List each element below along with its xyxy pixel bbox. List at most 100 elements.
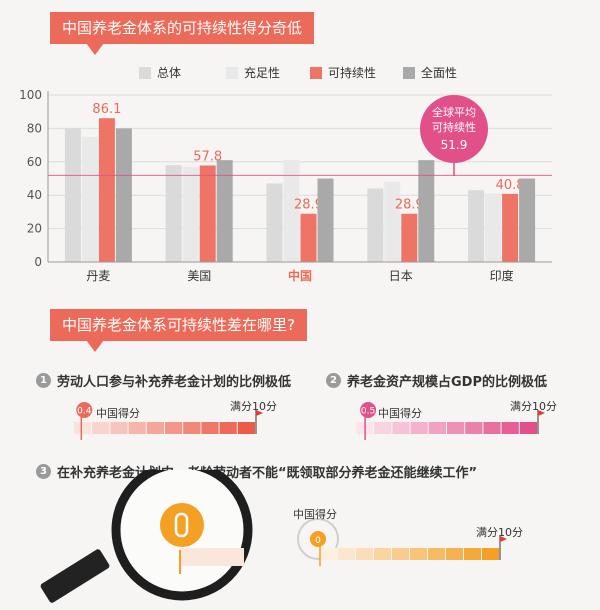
score-value: 0.4 (77, 407, 92, 417)
bar (384, 181, 401, 262)
score-scale-2: 0.5 (356, 402, 545, 440)
data-label: 40.8 (496, 178, 525, 193)
magnified-score-marker (160, 503, 204, 547)
factor-number: 2 (326, 373, 341, 388)
scale-segment (110, 422, 128, 434)
score-marker (360, 402, 377, 418)
scale-segment (356, 548, 373, 560)
x-tick-label: 日本 (389, 269, 413, 283)
legend-swatch (310, 66, 322, 79)
legend-item-overall: 总体 (139, 64, 181, 81)
x-tick-label: 印度 (490, 268, 514, 283)
chart-title: 中国养老金体系的可持续性得分奇低 (62, 19, 303, 37)
legend-label: 总体 (157, 66, 182, 80)
callout-value: 51.9 (441, 138, 468, 152)
y-tick-label: 40 (27, 188, 42, 202)
flag-icon (538, 410, 545, 416)
factor-number: 3 (36, 464, 51, 479)
legend-label: 可持续性 (328, 66, 377, 80)
scale-segment (410, 548, 427, 560)
scale-segment (237, 422, 255, 434)
y-tick-label: 100 (19, 88, 42, 102)
data-label: 86.1 (92, 102, 121, 117)
scale-segment (320, 548, 337, 560)
flag-icon (256, 410, 263, 416)
bar (182, 166, 199, 262)
data-label: 28.9 (294, 198, 323, 213)
bar (317, 178, 334, 262)
scale-segment (183, 422, 201, 434)
y-tick-label: 0 (34, 255, 42, 269)
magnifier-handle (40, 549, 110, 603)
bar (401, 213, 418, 262)
score-label: 中国得分 (96, 407, 140, 420)
legend-item-integrity: 全面性 (403, 64, 457, 81)
bar (216, 160, 233, 262)
legend-item-sustainability: 可持续性 (310, 64, 376, 81)
score-label: 中国得分 (378, 407, 422, 420)
data-label: 57.8 (193, 149, 222, 164)
flag-icon (500, 536, 507, 542)
bar (115, 128, 132, 262)
bar (165, 165, 182, 262)
scale-segment (219, 422, 237, 434)
scale-segment (338, 548, 355, 560)
legend-swatch (139, 66, 151, 79)
factor-1: 1 劳动人口参与补充养老金计划的比例极低 (36, 371, 291, 390)
scale-segment (446, 548, 463, 560)
factor-number: 1 (36, 373, 51, 388)
bar-chart: 0 20 40 60 80 100 86.1 丹麦 57.8 美国 28.9 中国 28.9 日本 40.8… (19, 88, 552, 283)
legend-swatch (226, 66, 238, 79)
bar (199, 165, 216, 262)
scale-segment (519, 422, 537, 434)
x-tick-label: 中国 (288, 268, 312, 283)
score-scale-1: 0.4 (74, 402, 263, 440)
scale-segment (146, 422, 164, 434)
scale-segment (464, 548, 481, 560)
factor-2: 2 养老金资产规模占GDP的比例极低 (326, 371, 547, 390)
section-title: 中国养老金体系可持续性差在哪里? (62, 316, 295, 334)
scale-segment (128, 422, 146, 434)
small-lens-ring (297, 518, 339, 560)
chart-legend: 总体 充足性 可持续性 全面性 (0, 64, 600, 80)
scale-segment (74, 422, 92, 434)
legend-label: 充足性 (244, 66, 281, 80)
bar (266, 183, 283, 262)
scale-segment (482, 548, 499, 560)
factor-text: 养老金资产规模占GDP的比例极低 (347, 375, 547, 390)
bar (418, 160, 435, 262)
callout-bubble (420, 95, 488, 163)
bar (502, 193, 519, 262)
legend-item-adequacy: 充足性 (226, 64, 280, 81)
score-value-3: 0 (315, 536, 321, 546)
bar (81, 136, 98, 262)
legend-swatch (403, 66, 415, 79)
scale-segment (447, 422, 465, 434)
scale-segment (392, 548, 409, 560)
global-average-callout: 全球平均 可持续性 51.9 (420, 95, 488, 176)
y-tick-label: 80 (27, 121, 42, 135)
scale-segment (201, 422, 219, 434)
scale-segment (410, 422, 428, 434)
y-tick-label: 60 (27, 155, 42, 169)
bar (98, 118, 115, 262)
callout-line1: 全球平均 (432, 105, 476, 119)
chart-title-banner: 中国养老金体系的可持续性得分奇低 (50, 12, 315, 55)
score-marker-3 (310, 531, 326, 547)
scale-segment (374, 422, 392, 434)
scale-segment (392, 422, 410, 434)
full-score-label: 满分10分 (230, 400, 277, 413)
bar (300, 213, 317, 262)
bar (367, 188, 384, 262)
scale-segment (465, 422, 483, 434)
scale-segment (501, 422, 519, 434)
scale-segment (483, 422, 501, 434)
scale-segment (428, 422, 446, 434)
score-scale-3 (319, 536, 507, 566)
full-score-label: 满分10分 (510, 400, 557, 413)
scale-segment (165, 422, 183, 434)
full-score-label: 满分10分 (476, 526, 523, 539)
bar (468, 190, 485, 262)
scale-segment (92, 422, 110, 434)
magnified-scale (180, 548, 244, 566)
